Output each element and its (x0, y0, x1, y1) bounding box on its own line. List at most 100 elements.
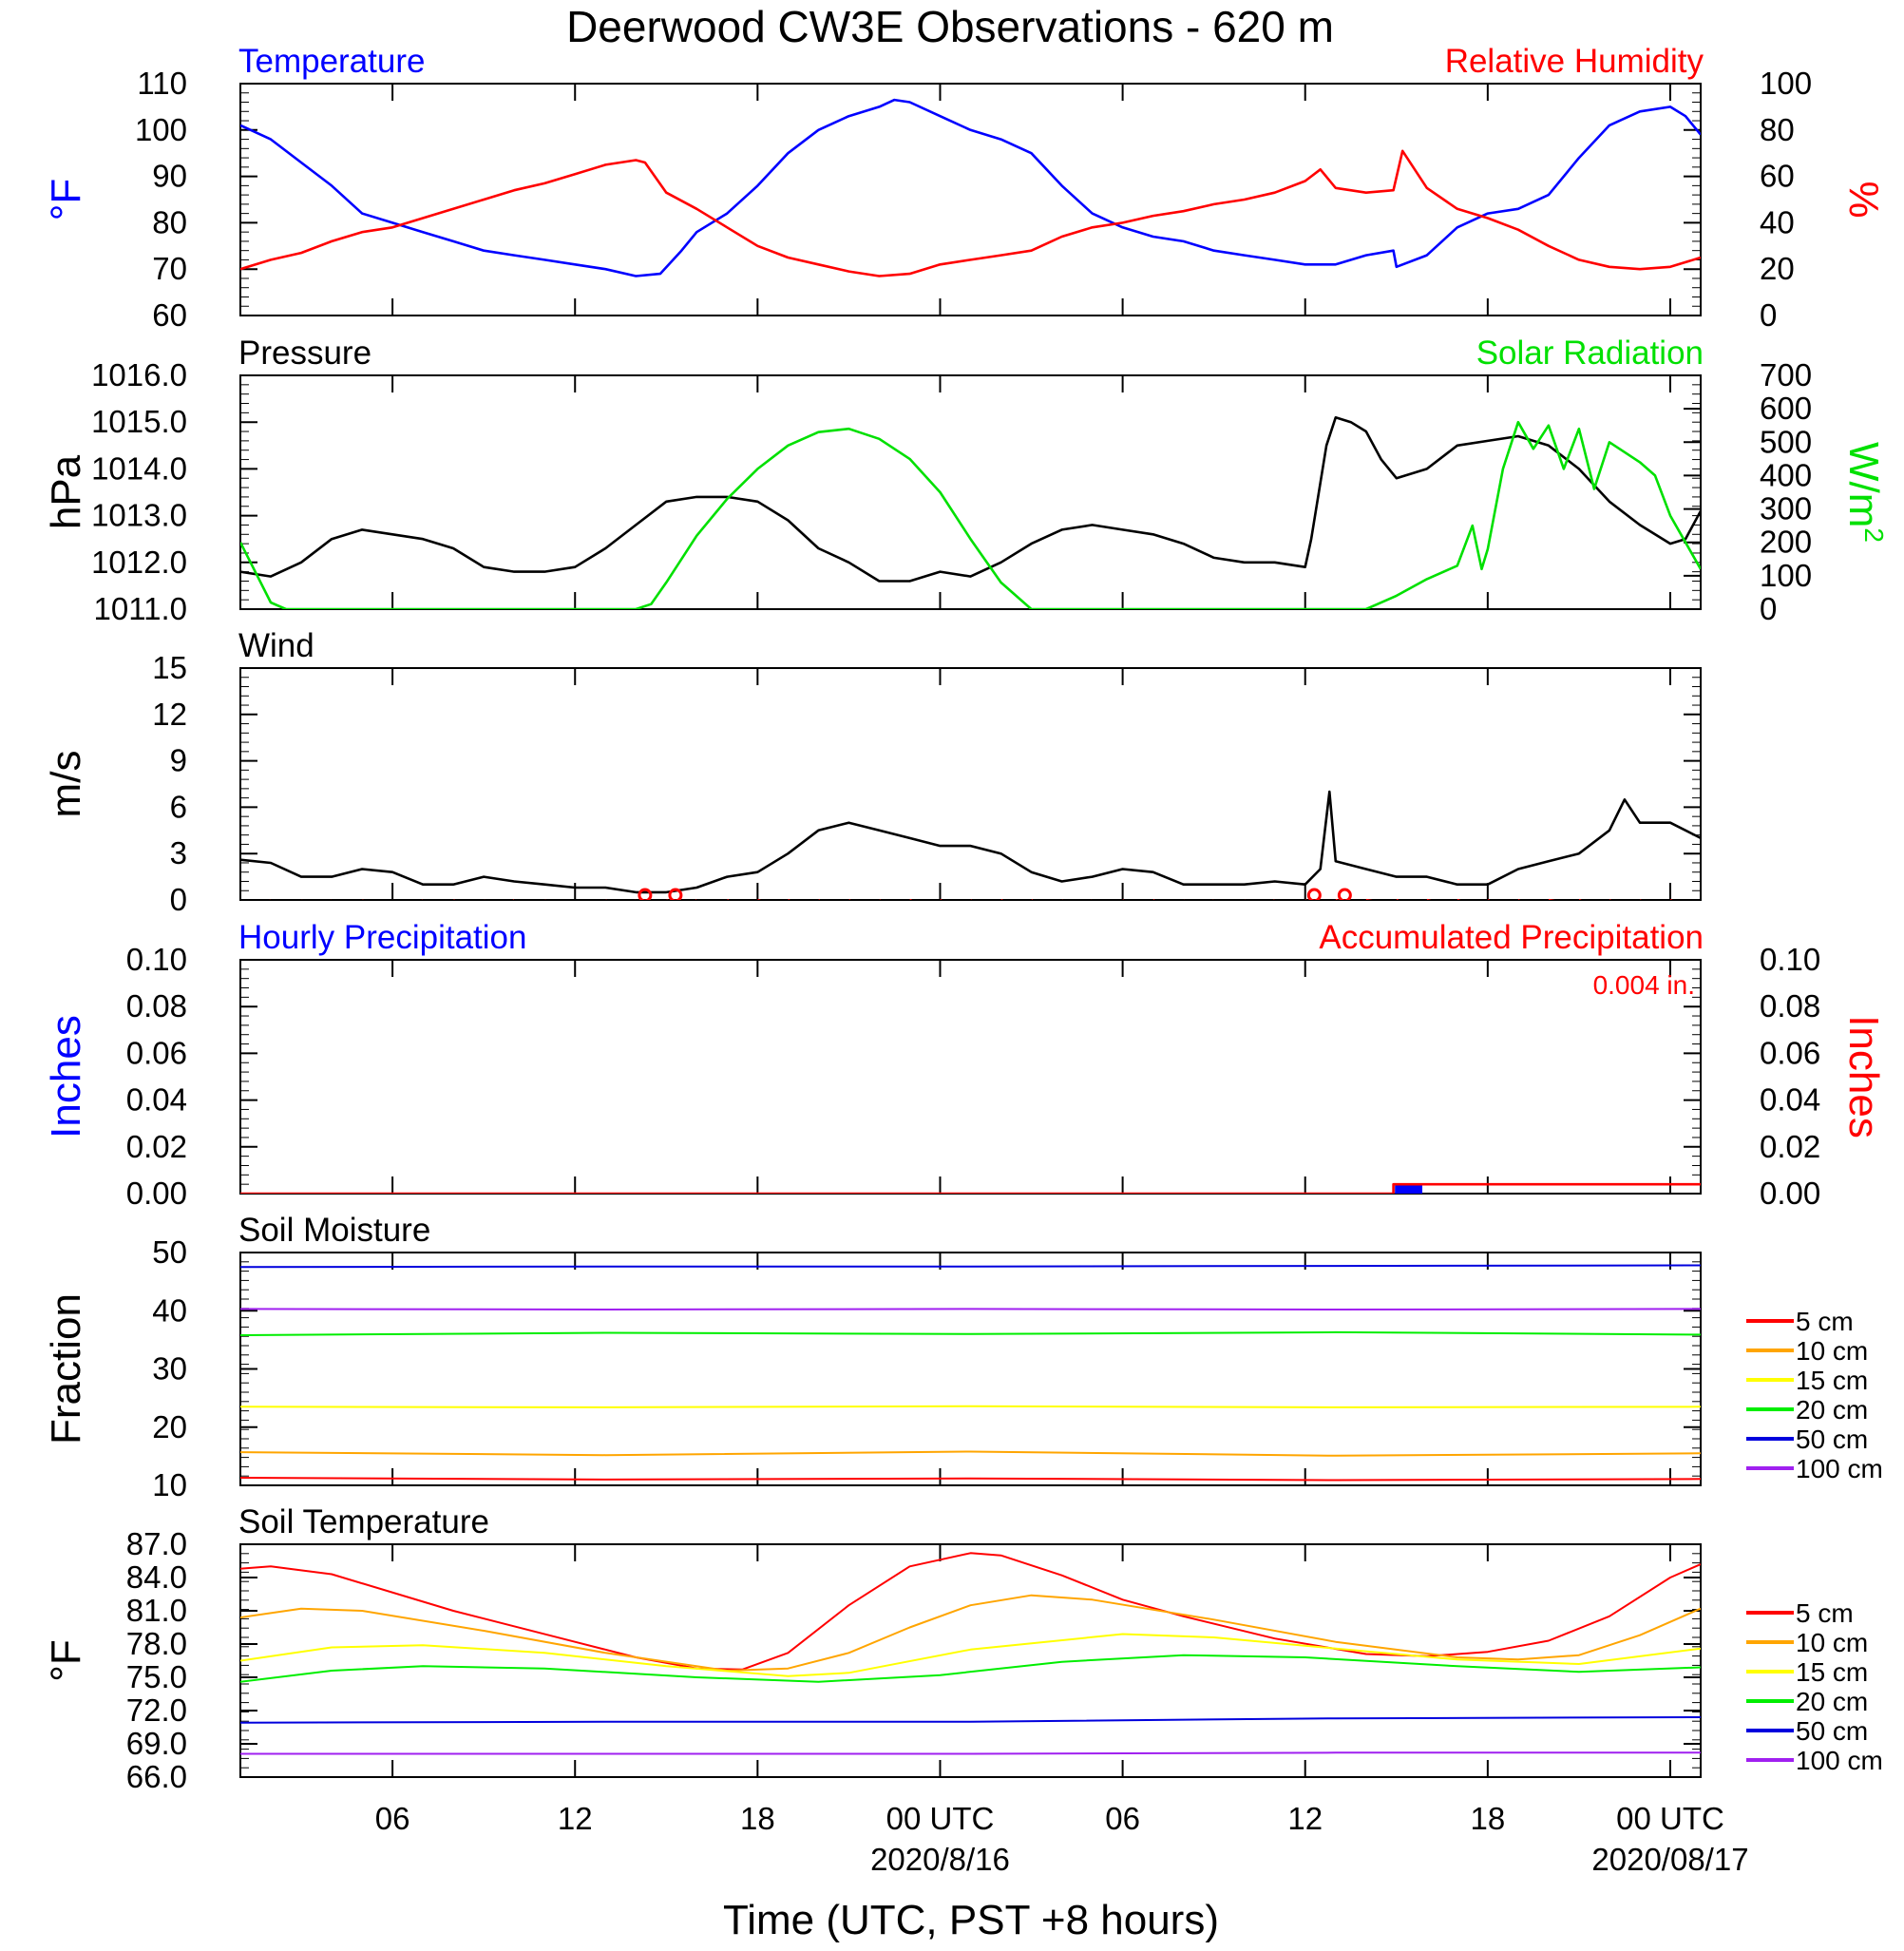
wind-barb (1335, 898, 1340, 900)
plot-frame (239, 83, 1702, 316)
y-tick-label-left: 10 (152, 1467, 187, 1502)
y-tick-label-left: 69.0 (126, 1726, 187, 1761)
y-tick-label-right: 600 (1760, 391, 1812, 426)
y-axis-label-right: W/m2 (1840, 442, 1889, 543)
series-line-temperature (240, 98, 1701, 277)
y-tick-label-left: 6 (170, 789, 187, 824)
y-tick-label-left: 81.0 (126, 1593, 187, 1628)
series-line-wind-speed (240, 790, 1701, 894)
panel-title-left: Temperature (238, 43, 425, 80)
series-group (240, 790, 1701, 900)
panel-title-right: Accumulated Precipitation (1319, 919, 1704, 956)
y-tick-label-right: 200 (1760, 525, 1812, 560)
y-tick-label-left: 0.08 (126, 988, 187, 1023)
y-tick-label-right: 80 (1760, 112, 1795, 147)
legend-entry: 15 cm (1796, 1657, 1868, 1687)
series-line-50-cm (240, 1264, 1701, 1269)
series-group (240, 1182, 1701, 1194)
series-line-20-cm (240, 1330, 1701, 1336)
plot-frame (239, 1252, 1702, 1486)
panel-pressure-solar: 1011.0 1012.0 1013.0 1014.0 1015.0 1016.0 0100… (43, 335, 1889, 626)
series-line-15-cm (240, 1633, 1701, 1677)
series-line-accumulated-precipitation (240, 1182, 1701, 1194)
wind-barb (1212, 899, 1214, 900)
legend-entry: 100 cm (1796, 1746, 1883, 1775)
panel-title-right: Relative Humidity (1445, 43, 1704, 80)
hourly-precip-bar (1395, 1184, 1423, 1194)
wind-barb (1122, 899, 1124, 900)
y-axis-label-left: Fraction (43, 1293, 89, 1444)
accumulated-total-label: 0.004 in. (1593, 970, 1695, 1000)
series-line-20-cm (240, 1654, 1701, 1683)
y-tick-label-left: 12 (152, 697, 187, 732)
y-tick-label-right: 100 (1760, 558, 1812, 593)
y-tick-label-left: 1014.0 (91, 450, 187, 486)
wind-barb (757, 898, 761, 900)
legend-entry: 15 cm (1796, 1366, 1868, 1395)
y-tick-label-right: 60 (1760, 159, 1795, 194)
wind-barb (605, 899, 607, 900)
legend-entry: 50 cm (1796, 1425, 1868, 1454)
y-tick-label-left: 9 (170, 743, 187, 778)
x-date-label: 2020/8/16 (870, 1842, 1010, 1877)
y-axis-label-right: % (1840, 181, 1887, 218)
y-tick-label-right: 400 (1760, 457, 1812, 492)
y-tick-label-right: 0 (1760, 297, 1777, 333)
wind-barb (635, 899, 637, 900)
wind-barb (1244, 899, 1246, 900)
panel-title-left: Pressure (238, 335, 371, 372)
y-tick-label-left: 0.00 (126, 1176, 187, 1211)
y-tick-label-left: 1015.0 (91, 404, 187, 439)
y-tick-label-left: 72.0 (126, 1693, 187, 1728)
x-tick-label: 12 (558, 1801, 593, 1836)
figure-title: Deerwood CW3E Observations - 620 m (566, 2, 1334, 51)
calm-wind-circle (1306, 888, 1322, 900)
y-tick-label-right: 700 (1760, 357, 1812, 392)
series-line-pressure (240, 415, 1701, 583)
wind-barb (1000, 898, 1003, 900)
y-tick-label-left: 70 (152, 251, 187, 286)
wind-barb (940, 899, 942, 900)
panel-title-right: Solar Radiation (1476, 335, 1704, 372)
wind-barb (1061, 899, 1063, 900)
plot-frame (239, 374, 1702, 610)
series-line-solar-radiation (240, 420, 1701, 609)
wind-barb (848, 899, 851, 900)
y-tick-label-left: 66.0 (126, 1759, 187, 1794)
y-tick-label-left: 1012.0 (91, 545, 187, 580)
legend-entry: 10 cm (1796, 1336, 1868, 1366)
wind-barb (544, 899, 546, 900)
x-tick-label: 18 (740, 1801, 775, 1836)
y-tick-label-right: 0.00 (1760, 1176, 1820, 1211)
series-group (240, 98, 1701, 277)
y-tick-label-right: 40 (1760, 204, 1795, 239)
y-axis-label-left: Inches (43, 1015, 89, 1138)
x-tick-label: 00 UTC (886, 1801, 995, 1836)
x-tick-label: 06 (1105, 1801, 1140, 1836)
series-group (240, 415, 1701, 609)
y-tick-label-right: 0.10 (1760, 942, 1820, 977)
legend-entry: 50 cm (1796, 1716, 1868, 1746)
y-tick-label-left: 84.0 (126, 1559, 187, 1595)
y-tick-label-left: 90 (152, 159, 187, 194)
panel-wind: 0 3 6 9 12 15 Wind m/s (43, 627, 1702, 917)
y-axis-label-right-base: W/m (1840, 442, 1887, 527)
wind-barb (1365, 898, 1373, 900)
y-tick-label-left: 110 (137, 66, 187, 101)
panel-precipitation: 0.00 0.02 0.04 0.06 0.08 0.10 0.00 0.02 0.04 0.06… (43, 919, 1887, 1211)
y-tick-label-left: 100 (135, 112, 187, 147)
y-tick-label-left: 1016.0 (91, 357, 187, 392)
wind-barb (1183, 899, 1185, 900)
x-axis: 06 12 18 00 UTC 2020/8/16 06 12 18 00 UTC 2020/08… (375, 1801, 1749, 1877)
y-tick-label-left: 0 (170, 882, 187, 917)
series-line-10-cm (240, 1594, 1701, 1672)
y-tick-label-left: 1011.0 (94, 591, 187, 626)
legend-entry: 100 cm (1796, 1454, 1883, 1483)
wind-barb (1031, 899, 1034, 900)
y-axis-label-left: °F (43, 179, 89, 220)
panel-title-left: Soil Moisture (238, 1212, 430, 1249)
wind-barb (879, 899, 881, 900)
y-tick-label-left: 80 (152, 204, 187, 239)
